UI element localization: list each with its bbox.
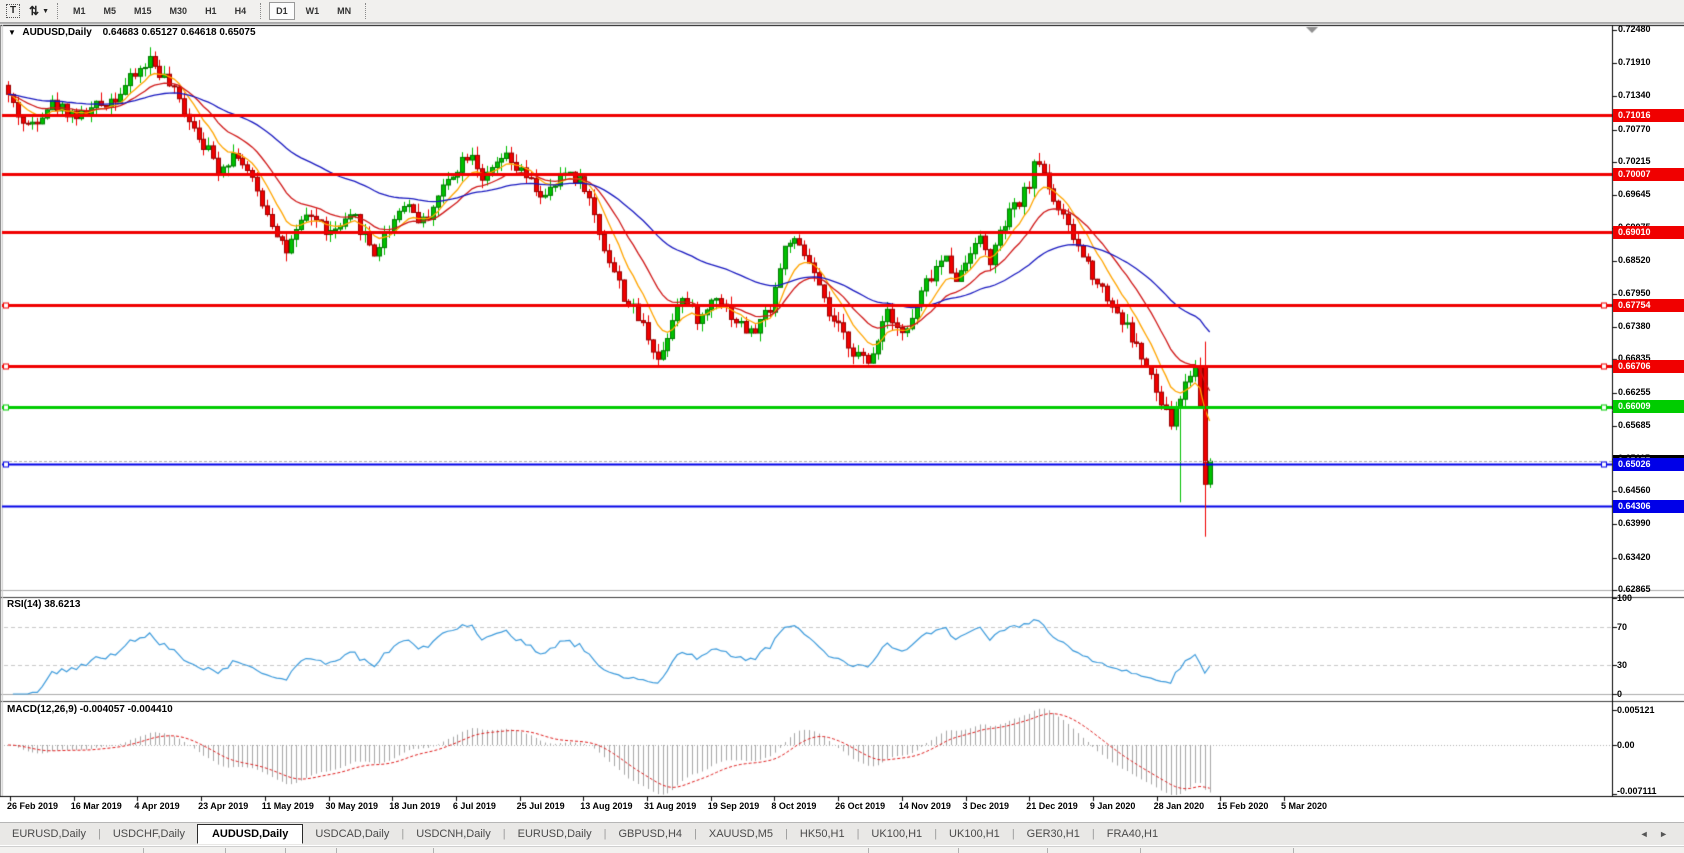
tab-scroll-arrows[interactable]: ◄ ► [1639, 829, 1672, 839]
tab-separator: | [97, 828, 101, 840]
timeframe-button-w1[interactable]: W1 [305, 6, 320, 16]
timeframe-button-h1[interactable]: H1 [205, 6, 217, 16]
top-toolbar: T ⇅ ▼ M1 M5 M15 M30 H1 H4 D1 W1 MN [0, 0, 1684, 23]
chart-tab-gbpusd-h4[interactable]: GBPUSD,H4 [618, 828, 683, 840]
status-separator [868, 848, 869, 853]
tab-separator: | [1011, 828, 1015, 840]
toolbar-separator [365, 3, 367, 19]
chart-tab-hk50-h1[interactable]: HK50,H1 [799, 828, 845, 840]
text-tool-icon: T [5, 4, 21, 18]
chart-tab-fra40-h1[interactable]: FRA40,H1 [1106, 828, 1159, 840]
timeframe-button-d1[interactable]: D1 [269, 2, 295, 20]
tab-separator: | [785, 828, 788, 840]
tab-separator: | [856, 828, 860, 840]
status-separator [143, 848, 144, 853]
tab-separator: | [1091, 828, 1095, 840]
status-strip [0, 846, 1684, 853]
text-tool-button[interactable]: T [1, 2, 25, 20]
tab-separator: | [934, 828, 938, 840]
timeframe-button-m15[interactable]: M15 [134, 6, 152, 16]
arrange-windows-button[interactable]: ⇅ ▼ [27, 2, 51, 20]
status-separator [1140, 848, 1141, 853]
status-separator [225, 848, 226, 853]
tab-separator: | [694, 828, 697, 840]
chart-tab-usdchf-daily[interactable]: USDCHF,Daily [112, 828, 185, 840]
chart-tab-usdcad-daily[interactable]: USDCAD,Daily [315, 828, 390, 840]
status-separator [285, 848, 286, 853]
chart-tab-uk100-h1[interactable]: UK100,H1 [871, 828, 923, 840]
chevron-down-icon: ▼ [42, 7, 49, 15]
timeframe-button-m5[interactable]: M5 [103, 6, 117, 16]
timeframe-button-m1[interactable]: M1 [73, 6, 86, 16]
timeframe-button-mn[interactable]: MN [337, 6, 352, 16]
chart-tab-eurusd-daily[interactable]: EURUSD,Daily [517, 828, 592, 840]
timeframe-button-m30[interactable]: M30 [169, 6, 188, 16]
chart-tab-bar: EURUSD,Daily | USDCHF,Daily AUDUSD,Daily USD… [0, 822, 1684, 845]
toolbar-separator [260, 3, 262, 19]
timeframe-button-h4[interactable]: H4 [234, 6, 247, 16]
chart-tab-usdcnh-daily[interactable]: USDCNH,Daily [416, 828, 491, 840]
chart-tab-xauusd-m5[interactable]: XAUUSD,M5 [708, 828, 774, 840]
toolbar-separator [57, 3, 59, 19]
status-separator [1047, 848, 1048, 853]
arrange-icon: ⇅ [29, 4, 40, 18]
status-separator [433, 848, 434, 853]
chart-tab-uk100-h1[interactable]: UK100,H1 [949, 828, 1000, 840]
chart-tab-eurusd-daily[interactable]: EURUSD,Daily [12, 828, 86, 840]
chart-tab-audusd-daily[interactable]: AUDUSD,Daily [196, 824, 304, 844]
status-separator [1293, 848, 1294, 853]
tab-separator: | [502, 828, 506, 840]
tab-separator: | [401, 828, 405, 840]
status-separator [958, 848, 959, 853]
status-separator [336, 848, 337, 853]
chart-tab-ger30-h1[interactable]: GER30,H1 [1026, 828, 1080, 840]
tab-separator: | [603, 828, 607, 840]
